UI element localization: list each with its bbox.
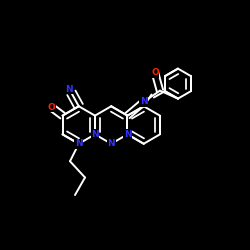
Text: N: N	[91, 130, 99, 139]
Text: N: N	[66, 85, 73, 94]
Text: O: O	[48, 103, 55, 112]
Text: N: N	[140, 97, 147, 106]
Text: O: O	[151, 68, 159, 77]
Text: N: N	[108, 139, 115, 148]
Text: N: N	[124, 130, 131, 139]
Text: N: N	[75, 139, 82, 148]
